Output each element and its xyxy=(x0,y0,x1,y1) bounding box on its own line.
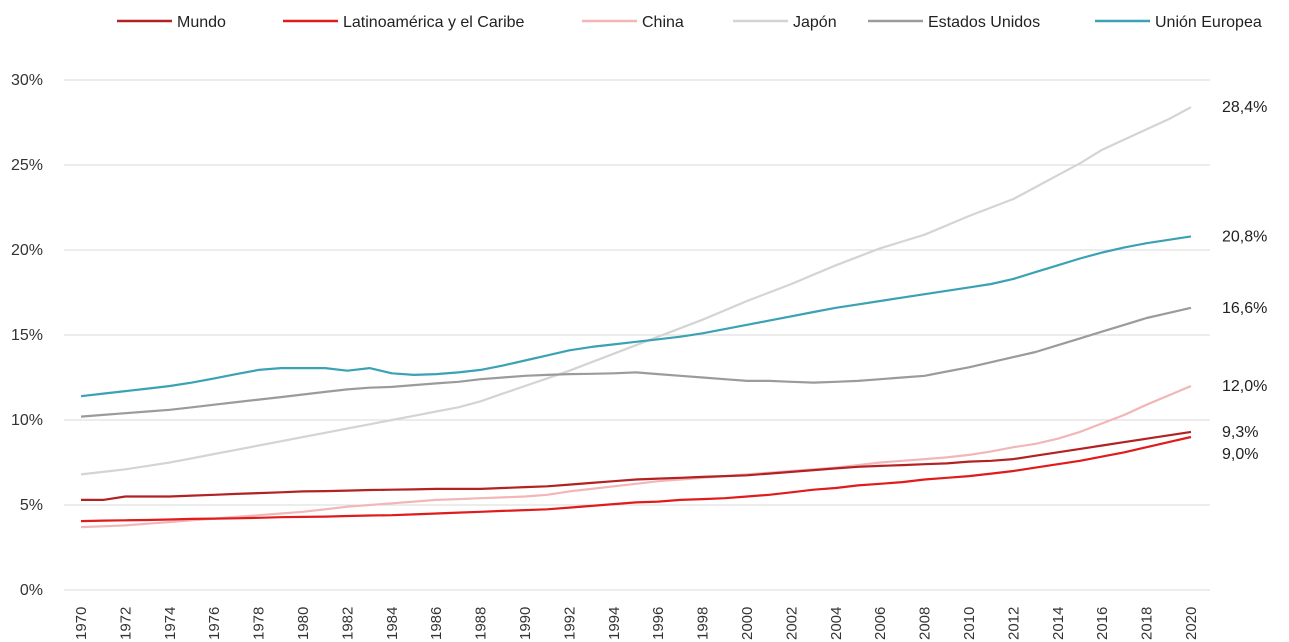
x-tick-label: 2012 xyxy=(1005,607,1022,640)
series-line-jap-n xyxy=(80,106,1192,476)
x-tick-label: 1982 xyxy=(339,607,356,640)
legend-label: Latinoamérica y el Caribe xyxy=(343,14,525,31)
legend-label: Mundo xyxy=(177,14,226,31)
x-tick-label: 1974 xyxy=(162,607,179,640)
legend-label: Estados Unidos xyxy=(928,14,1040,31)
x-tick-label: 2018 xyxy=(1139,607,1156,640)
legend-item: Unión Europea xyxy=(1095,14,1262,31)
end-labels: 28,4% 20,8% 16,6% 12,0% 9,3% 9,0% xyxy=(1222,99,1267,463)
x-tick-label: 1978 xyxy=(251,607,268,640)
series-line-mundo xyxy=(81,430,1192,501)
legend-label: China xyxy=(642,14,684,31)
x-tick-label: 1970 xyxy=(73,607,90,640)
x-tick-label: 2004 xyxy=(828,607,845,640)
end-label: 16,6% xyxy=(1222,300,1267,317)
series-line-latinoam-rica-y-el-caribe xyxy=(80,435,1192,523)
series-lines xyxy=(80,106,1192,529)
x-tick-label: 1998 xyxy=(695,607,712,640)
x-tick-label: 1988 xyxy=(473,607,490,640)
y-tick-label: 0% xyxy=(20,582,43,599)
series-line-estados-unidos xyxy=(80,306,1192,418)
x-tick-label: 2006 xyxy=(872,607,889,640)
x-tick-label: 1990 xyxy=(517,607,534,640)
x-tick-label: 1980 xyxy=(295,607,312,640)
legend: Mundo Latinoamérica y el Caribe China Japón… xyxy=(117,14,1262,31)
x-tick-label: 2016 xyxy=(1094,607,1111,640)
legend-label: Japón xyxy=(793,14,837,31)
x-tick-label: 2008 xyxy=(917,607,934,640)
x-tick-label: 1984 xyxy=(384,607,401,640)
legend-item: China xyxy=(582,14,684,31)
x-tick-label: 2000 xyxy=(739,607,756,640)
x-tick-label: 1972 xyxy=(117,607,134,640)
end-label: 20,8% xyxy=(1222,228,1267,245)
end-label: 9,3% xyxy=(1222,424,1258,441)
legend-item: Latinoamérica y el Caribe xyxy=(283,14,525,31)
end-label: 12,0% xyxy=(1222,378,1267,395)
x-tick-label: 1992 xyxy=(561,607,578,640)
y-axis-ticks: 0% 5% 10% 15% 20% 25% 30% xyxy=(11,72,43,599)
x-tick-label: 2014 xyxy=(1050,607,1067,640)
y-tick-label: 25% xyxy=(11,157,43,174)
series-line-uni-n-europea xyxy=(80,235,1192,398)
end-label: 9,0% xyxy=(1222,446,1258,463)
end-label: 28,4% xyxy=(1222,99,1267,116)
y-tick-label: 20% xyxy=(11,242,43,259)
legend-label: Unión Europea xyxy=(1155,14,1262,31)
y-tick-label: 10% xyxy=(11,412,43,429)
legend-item: Japón xyxy=(733,14,837,31)
x-tick-label: 1996 xyxy=(650,607,667,640)
x-tick-label: 1994 xyxy=(606,607,623,640)
x-tick-label: 1986 xyxy=(428,607,445,640)
series-line-china xyxy=(80,384,1192,529)
y-tick-label: 15% xyxy=(11,327,43,344)
x-tick-label: 1976 xyxy=(206,607,223,640)
legend-item: Mundo xyxy=(117,14,226,31)
legend-item: Estados Unidos xyxy=(868,14,1040,31)
x-axis-ticks: 1970 1972 1974 1976 1978 1980 1982 1984 1986 1988… xyxy=(73,607,1200,640)
x-tick-label: 2010 xyxy=(961,607,978,640)
gridlines xyxy=(64,79,1210,591)
x-tick-label: 2020 xyxy=(1183,607,1200,640)
y-tick-label: 30% xyxy=(11,72,43,89)
x-tick-label: 2002 xyxy=(783,607,800,640)
y-tick-label: 5% xyxy=(20,497,43,514)
